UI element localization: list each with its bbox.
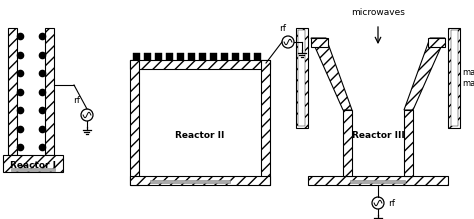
Bar	[232, 53, 239, 60]
Polygon shape	[448, 28, 460, 128]
Bar	[343, 110, 352, 176]
Bar	[428, 38, 445, 47]
Bar	[261, 60, 270, 185]
Bar	[254, 53, 261, 60]
Bar	[188, 53, 195, 60]
Bar	[130, 60, 139, 185]
Polygon shape	[296, 28, 308, 128]
Bar	[350, 180, 405, 183]
Bar	[45, 28, 54, 155]
Polygon shape	[311, 38, 352, 110]
Bar	[404, 110, 413, 176]
Bar	[243, 53, 250, 60]
Bar	[210, 53, 217, 60]
Text: rf: rf	[280, 24, 286, 33]
Bar	[133, 53, 140, 60]
Bar	[11, 168, 55, 171]
Text: rf: rf	[388, 198, 395, 207]
Text: microwaves: microwaves	[351, 8, 405, 17]
Bar	[308, 176, 448, 185]
Text: Reactor II: Reactor II	[175, 131, 225, 140]
Bar	[3, 155, 63, 172]
Bar	[166, 53, 173, 60]
Bar	[130, 176, 270, 185]
Bar	[155, 53, 162, 60]
Polygon shape	[404, 38, 445, 110]
Bar	[144, 53, 151, 60]
Text: rf: rf	[73, 96, 81, 105]
Bar	[199, 53, 206, 60]
Bar	[451, 30, 458, 126]
Bar	[177, 53, 184, 60]
Text: Reactor I: Reactor I	[10, 161, 56, 170]
Bar	[221, 53, 228, 60]
Bar	[311, 38, 328, 47]
Text: Reactor III: Reactor III	[352, 131, 404, 140]
Bar	[298, 30, 305, 126]
Bar	[130, 60, 270, 69]
Text: main
magnet: main magnet	[462, 68, 474, 88]
Bar	[8, 28, 17, 155]
Bar	[150, 180, 230, 183]
